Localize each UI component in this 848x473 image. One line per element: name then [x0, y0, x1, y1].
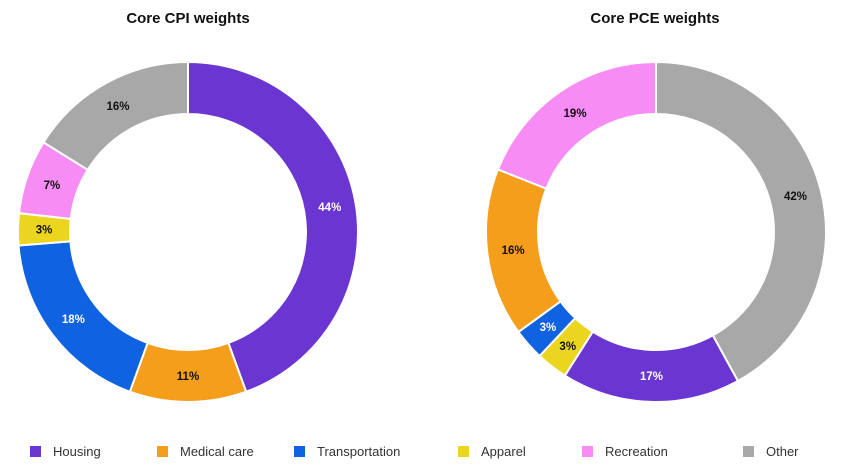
slice-label-pce-recreation: 19% — [564, 108, 587, 120]
legend-item-other: Other — [743, 444, 799, 459]
slice-pce-other — [655, 60, 827, 383]
slice-label-cpi-transportation: 18% — [62, 314, 85, 326]
legend-label-medical-care: Medical care — [180, 444, 254, 459]
legend-swatch-other — [743, 446, 754, 457]
legend-swatch-transportation — [294, 446, 305, 457]
slice-label-pce-transportation: 3% — [540, 322, 557, 334]
legend-swatch-housing — [30, 446, 41, 457]
slice-label-cpi-other: 16% — [106, 101, 129, 113]
slice-label-pce-other: 42% — [784, 191, 807, 203]
slice-pce-recreation — [496, 60, 657, 190]
legend-item-housing: Housing — [30, 444, 101, 459]
legend-label-recreation: Recreation — [605, 444, 668, 459]
legend-label-other: Other — [766, 444, 799, 459]
slice-label-pce-medical-care: 16% — [502, 245, 525, 257]
slice-pce-housing — [563, 330, 740, 403]
slice-label-pce-housing: 17% — [640, 371, 663, 383]
chart-title-cpi: Core CPI weights — [126, 10, 249, 27]
chart-title-pce: Core PCE weights — [590, 10, 719, 27]
slice-cpi-housing — [187, 60, 359, 394]
legend-item-recreation: Recreation — [582, 444, 668, 459]
slice-label-pce-apparel: 3% — [559, 341, 576, 353]
donut-charts: Core CPI weights 44% 11% 18% 3% 7% 16% Core P… — [17, 10, 827, 403]
legend-item-apparel: Apparel — [458, 444, 526, 459]
slice-cpi-other — [42, 60, 189, 172]
legend-swatch-apparel — [458, 446, 469, 457]
legend: Housing Medical care Transportation Appa… — [0, 444, 848, 466]
legend-swatch-recreation — [582, 446, 593, 457]
legend-item-medical-care: Medical care — [157, 444, 254, 459]
slice-label-cpi-recreation: 7% — [44, 180, 61, 192]
core-pce-chart: Core PCE weights 42% 17% 3%3% 16% 19% — [485, 10, 827, 403]
core-cpi-chart: Core CPI weights 44% 11% 18% 3% 7% 16% — [17, 10, 359, 403]
legend-label-transportation: Transportation — [317, 444, 401, 459]
legend-swatch-medical-care — [157, 446, 168, 457]
slice-label-cpi-housing: 44% — [318, 202, 341, 214]
legend-label-housing: Housing — [53, 444, 101, 459]
slice-label-cpi-medical-care: 11% — [177, 371, 199, 383]
legend-label-apparel: Apparel — [481, 444, 526, 459]
legend-item-transportation: Transportation — [294, 444, 400, 459]
slice-label-cpi-apparel: 3% — [36, 225, 53, 237]
